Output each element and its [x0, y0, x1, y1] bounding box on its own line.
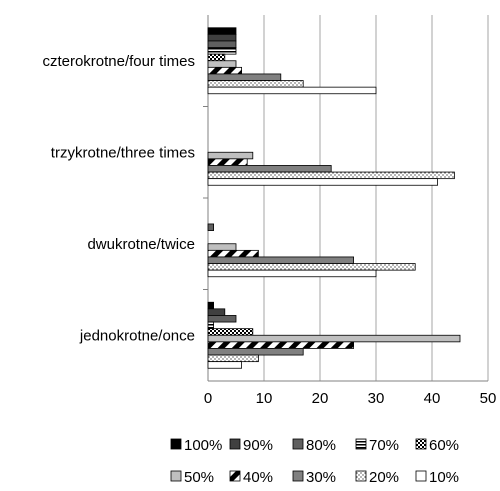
legend-item: 20% [355, 469, 399, 486]
legend-label: 20% [369, 469, 399, 486]
legend-label: 30% [306, 469, 336, 486]
legend-item: 30% [292, 469, 336, 486]
bar-60pct [207, 53, 226, 62]
x-tick-labels: 0 10 20 30 40 50 [204, 390, 497, 407]
bar-20pct [207, 263, 416, 271]
bar-60pct [207, 328, 254, 336]
bar-50pct [207, 151, 254, 160]
bar-70pct [207, 47, 237, 55]
legend-swatch [415, 438, 427, 450]
legend-label: 50% [184, 469, 214, 486]
x-tick-label: 40 [424, 390, 441, 407]
bar-80pct [207, 223, 214, 231]
x-tick-label: 20 [312, 390, 329, 407]
legend-swatch [229, 438, 241, 450]
x-tick-label: 30 [368, 390, 385, 407]
legend-item: 40% [229, 469, 273, 486]
legend-label: 80% [306, 437, 336, 454]
legend-swatch [292, 470, 304, 482]
grid-lines [263, 15, 489, 381]
legend-swatch [170, 470, 182, 482]
x-tick-label: 10 [256, 390, 273, 407]
bar-40pct [207, 158, 248, 166]
bar-100pct [207, 27, 237, 35]
bar-40pct [207, 249, 259, 258]
bar-40pct [207, 66, 242, 75]
legend-label: 40% [243, 469, 273, 486]
bar-10pct [207, 361, 242, 369]
category-label: jednokrotne/once [79, 327, 195, 344]
legend-swatch [355, 438, 367, 450]
legend-label: 60% [429, 437, 459, 454]
bar-50pct [207, 60, 237, 68]
bar-90pct [207, 308, 226, 316]
legend-label: 10% [429, 469, 459, 486]
legend-label: 90% [243, 437, 273, 454]
bars [207, 27, 461, 369]
bar-20pct [207, 171, 455, 180]
legend-item: 10% [415, 469, 459, 486]
legend-item: 50% [170, 469, 214, 486]
bar-20pct [207, 354, 259, 363]
legend-swatch [355, 470, 367, 482]
legend-label: 70% [369, 437, 399, 454]
bar-30pct [207, 348, 304, 356]
legend-label: 100% [184, 437, 222, 454]
x-tick-label: 50 [480, 390, 497, 407]
bar-30pct [207, 165, 332, 173]
bar-40pct [207, 341, 355, 349]
legend-item: 60% [415, 437, 459, 454]
bar-10pct [207, 86, 377, 95]
bar-30pct [207, 256, 355, 264]
axes [203, 15, 488, 382]
legend-swatch [170, 438, 182, 450]
bar-90pct [207, 33, 237, 42]
legend-swatch [415, 470, 427, 482]
legend-item: 80% [292, 437, 336, 454]
bar-50pct [207, 334, 461, 343]
legend-swatch [229, 470, 241, 482]
bar-20pct [207, 80, 304, 88]
legend-item: 70% [355, 437, 399, 454]
legend-item: 100% [170, 437, 222, 454]
legend-swatch [292, 438, 304, 450]
bar-80pct [207, 40, 237, 48]
category-label: czterokrotne/four times [42, 53, 195, 70]
bar-10pct [207, 269, 377, 278]
bar-100pct [207, 301, 214, 310]
legend: 100% 90% 80% 70% 60% 50% 40% 30% 20% 10% [170, 437, 459, 486]
x-tick-label: 0 [204, 390, 212, 407]
bar-50pct [207, 243, 237, 251]
category-labels: czterokrotne/four times trzykrotne/three … [42, 53, 195, 345]
category-label: trzykrotne/three times [51, 144, 195, 161]
legend-item: 90% [229, 437, 273, 454]
bar-30pct [207, 73, 282, 81]
category-label: dwukrotne/twice [87, 236, 195, 253]
bar-10pct [207, 178, 439, 186]
bar-70pct [207, 321, 214, 330]
bar-80pct [207, 315, 237, 323]
